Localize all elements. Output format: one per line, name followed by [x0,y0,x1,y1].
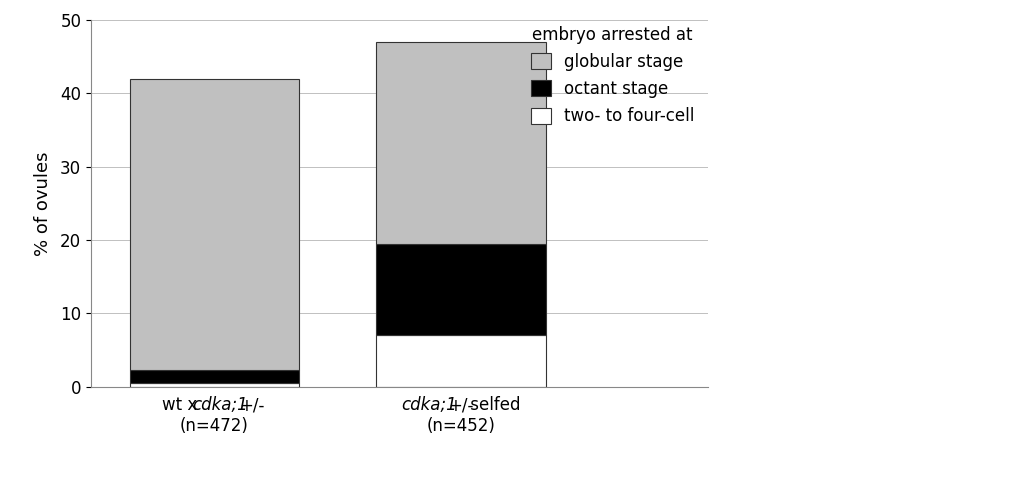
Y-axis label: % of ovules: % of ovules [33,151,52,255]
Text: cdka;1: cdka;1 [192,396,248,415]
Text: +/-: +/- [449,396,474,415]
Bar [129,383,299,387]
Text: selfed: selfed [465,396,521,415]
Bar [129,370,299,383]
Bar [129,78,299,370]
Bar [376,244,546,335]
Bar [376,335,546,387]
Text: (n=452): (n=452) [427,417,495,434]
Bar [376,42,546,244]
Text: (n=472): (n=472) [180,417,249,434]
Legend: globular stage, octant stage, two- to four-cell: globular stage, octant stage, two- to fo… [526,21,700,130]
Text: +/-: +/- [240,396,265,415]
Text: wt x: wt x [162,396,202,415]
Text: cdka;1: cdka;1 [401,396,457,415]
